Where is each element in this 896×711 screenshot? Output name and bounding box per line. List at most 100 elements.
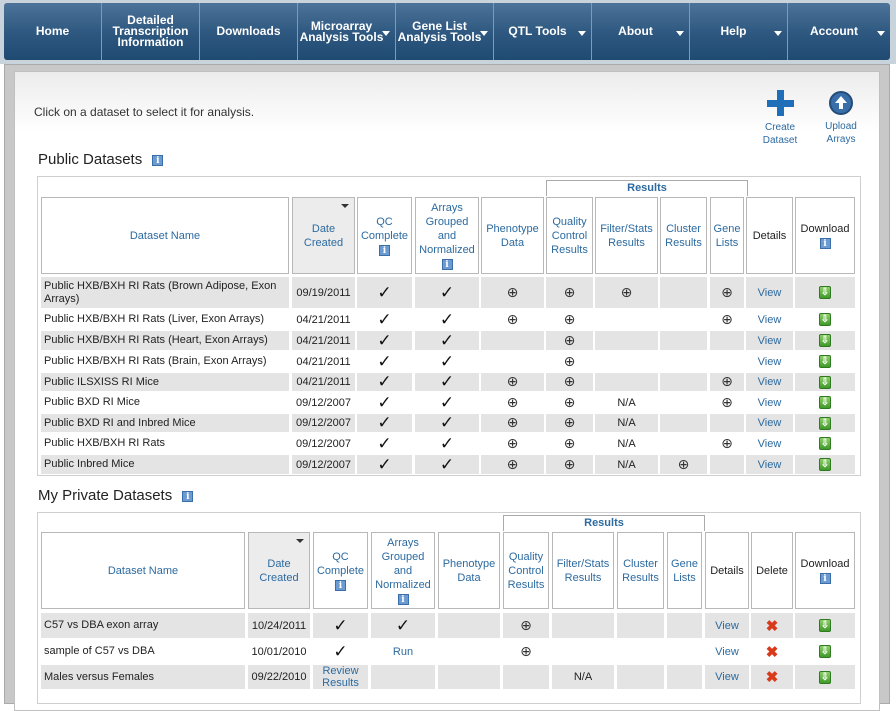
nav-item-help[interactable]: Help	[690, 3, 788, 60]
info-icon[interactable]: i	[152, 154, 164, 166]
cluster-results[interactable]	[660, 352, 707, 371]
gene-lists[interactable]: ⊕	[710, 277, 744, 308]
cluster-results[interactable]	[660, 310, 707, 329]
filter-stats-results[interactable]: N/A	[617, 396, 636, 409]
magnifier-icon[interactable]: ⊕	[721, 311, 733, 328]
arrays-normalized[interactable]: Run	[392, 645, 414, 658]
column-header-phenotype-data[interactable]: Phenotype Data	[438, 532, 500, 609]
magnifier-icon[interactable]: ⊕	[506, 435, 519, 452]
cluster-results[interactable]	[660, 277, 707, 308]
column-header-quality-control-results[interactable]: Quality Control Results	[503, 532, 549, 609]
nav-item-about[interactable]: About	[592, 3, 690, 60]
download-icon[interactable]: ⇩	[819, 396, 831, 409]
quality-control-results[interactable]: ⊕	[546, 414, 593, 432]
gene-lists[interactable]	[667, 640, 702, 663]
info-icon[interactable]: i	[379, 245, 390, 256]
column-header-filter-stats-results[interactable]: Filter/Stats Results	[552, 532, 614, 609]
info-icon[interactable]: i	[397, 594, 409, 605]
gene-lists[interactable]: ⊕	[710, 310, 744, 329]
quality-control-results[interactable]: ⊕	[546, 310, 593, 329]
magnifier-icon[interactable]: ⊕	[506, 374, 519, 390]
table-row[interactable]: C57 vs DBA exon array 10/24/2011 ✓ ✓ ⊕ View ✖ ⇩	[38, 612, 860, 639]
details-link[interactable]: View	[746, 277, 793, 308]
download-cell[interactable]: ⇩	[795, 455, 855, 474]
dataset-name[interactable]: Public HXB/BXH RI Rats (Liver, Exon Arra…	[44, 313, 265, 325]
filter-stats-results[interactable]	[552, 613, 614, 638]
magnifier-icon[interactable]: ⊕	[563, 353, 576, 370]
download-icon[interactable]: ⇩	[819, 286, 831, 299]
cluster-results[interactable]	[660, 434, 707, 453]
filter-stats-results[interactable]	[595, 373, 658, 391]
column-header-dataset-name[interactable]: Dataset Name	[41, 197, 289, 274]
magnifier-icon[interactable]: ⊕	[677, 456, 690, 473]
nav-item-qtl-tools[interactable]: QTL Tools	[494, 3, 592, 60]
table-row[interactable]: Public HXB/BXH RI Rats (Brain, Exon Arra…	[38, 351, 860, 372]
column-header-gene-lists[interactable]: Gene Lists	[710, 197, 744, 274]
dataset-name[interactable]: sample of C57 vs DBA	[44, 645, 155, 657]
nav-item-account[interactable]: Account	[788, 3, 890, 60]
column-header-qc-complete[interactable]: QC Complete i	[357, 197, 412, 274]
column-header-dataset-name[interactable]: Dataset Name	[41, 532, 245, 609]
column-header-download[interactable]: Download i	[795, 197, 855, 274]
magnifier-icon[interactable]: ⊕	[721, 394, 733, 411]
dataset-name[interactable]: Public HXB/BXH RI Rats (Brown Adipose, E…	[41, 277, 289, 308]
column-header-date-created[interactable]: Date Created	[248, 532, 310, 609]
details-link[interactable]: View	[746, 414, 793, 432]
download-icon[interactable]: ⇩	[819, 670, 831, 684]
gene-lists[interactable]	[710, 331, 744, 350]
column-header-phenotype-data[interactable]: Phenotype Data	[481, 197, 544, 274]
table-row[interactable]: Public HXB/BXH RI Rats 09/12/2007 ✓ ✓ ⊕ ⊕ N/A ⊕…	[38, 433, 860, 454]
quality-control-results[interactable]: ⊕	[546, 331, 593, 350]
phenotype-data[interactable]: ⊕	[481, 310, 544, 329]
download-icon[interactable]: ⇩	[819, 416, 831, 430]
filter-stats-results[interactable]: N/A	[595, 414, 658, 432]
magnifier-icon[interactable]: ⊕	[563, 415, 576, 431]
details-link[interactable]: View	[757, 355, 782, 368]
filter-stats-results[interactable]: N/A	[552, 665, 614, 689]
quality-control-results[interactable]: ⊕	[546, 434, 593, 453]
gene-lists[interactable]: ⊕	[710, 434, 744, 453]
column-header-arrays-grouped-and-normalized[interactable]: Arrays Grouped and Normalized i	[415, 197, 479, 274]
column-header-filter-stats-results[interactable]: Filter/Stats Results	[595, 197, 658, 274]
phenotype-data[interactable]	[438, 665, 500, 689]
cluster-results[interactable]	[617, 665, 664, 689]
column-header-gene-lists[interactable]: Gene Lists	[667, 532, 702, 609]
dataset-name[interactable]: Public BXD RI and Inbred Mice	[41, 414, 289, 432]
delete-icon[interactable]: ✖	[765, 617, 779, 635]
qc-complete[interactable]: Review Results	[313, 665, 368, 689]
table-row[interactable]: Public HXB/BXH RI Rats (Brown Adipose, E…	[38, 276, 860, 309]
magnifier-icon[interactable]: ⊕	[506, 394, 519, 411]
magnifier-icon[interactable]: ⊕	[506, 311, 519, 328]
dataset-name[interactable]: Public ILSXISS RI Mice	[41, 373, 289, 391]
filter-stats-results[interactable]	[552, 640, 614, 663]
phenotype-data[interactable]	[481, 352, 544, 371]
download-cell[interactable]: ⇩	[795, 393, 855, 412]
phenotype-data[interactable]: ⊕	[481, 373, 544, 391]
info-icon[interactable]: i	[819, 573, 831, 584]
gene-lists[interactable]	[667, 665, 702, 689]
details-link[interactable]: View	[746, 331, 793, 350]
details-link[interactable]: View	[705, 665, 749, 689]
download-icon[interactable]: ⇩	[819, 375, 831, 389]
table-row[interactable]: Public Inbred Mice 09/12/2007 ✓ ✓ ⊕ ⊕ N/A ⊕ View…	[38, 454, 860, 475]
delete-cell[interactable]: ✖	[751, 665, 793, 689]
download-cell[interactable]: ⇩	[795, 331, 855, 350]
quality-control-results[interactable]	[503, 665, 549, 689]
quality-control-results[interactable]: ⊕	[546, 373, 593, 391]
gene-lists[interactable]: ⊕	[710, 393, 744, 412]
dataset-name[interactable]: Public Inbred Mice	[41, 455, 289, 474]
column-header-quality-control-results[interactable]: Quality Control Results	[546, 197, 593, 274]
sort-desc-icon[interactable]	[341, 204, 349, 208]
quality-control-results[interactable]: ⊕	[546, 277, 593, 308]
column-header-cluster-results[interactable]: Cluster Results	[660, 197, 707, 274]
column-header-arrays-grouped-and-normalized[interactable]: Arrays Grouped and Normalized i	[371, 532, 435, 609]
dataset-name[interactable]: Males versus Females	[41, 665, 245, 689]
column-header-details[interactable]: Details	[746, 197, 793, 274]
magnifier-icon[interactable]: ⊕	[563, 456, 576, 473]
gene-lists[interactable]	[710, 455, 744, 474]
download-icon[interactable]: ⇩	[819, 355, 831, 368]
quality-control-results[interactable]: ⊕	[503, 640, 549, 663]
magnifier-icon[interactable]: ⊕	[506, 456, 519, 473]
info-icon[interactable]: i	[335, 580, 346, 591]
dataset-name[interactable]: Public HXB/BXH RI Rats (Brain, Exon Arra…	[44, 355, 267, 367]
